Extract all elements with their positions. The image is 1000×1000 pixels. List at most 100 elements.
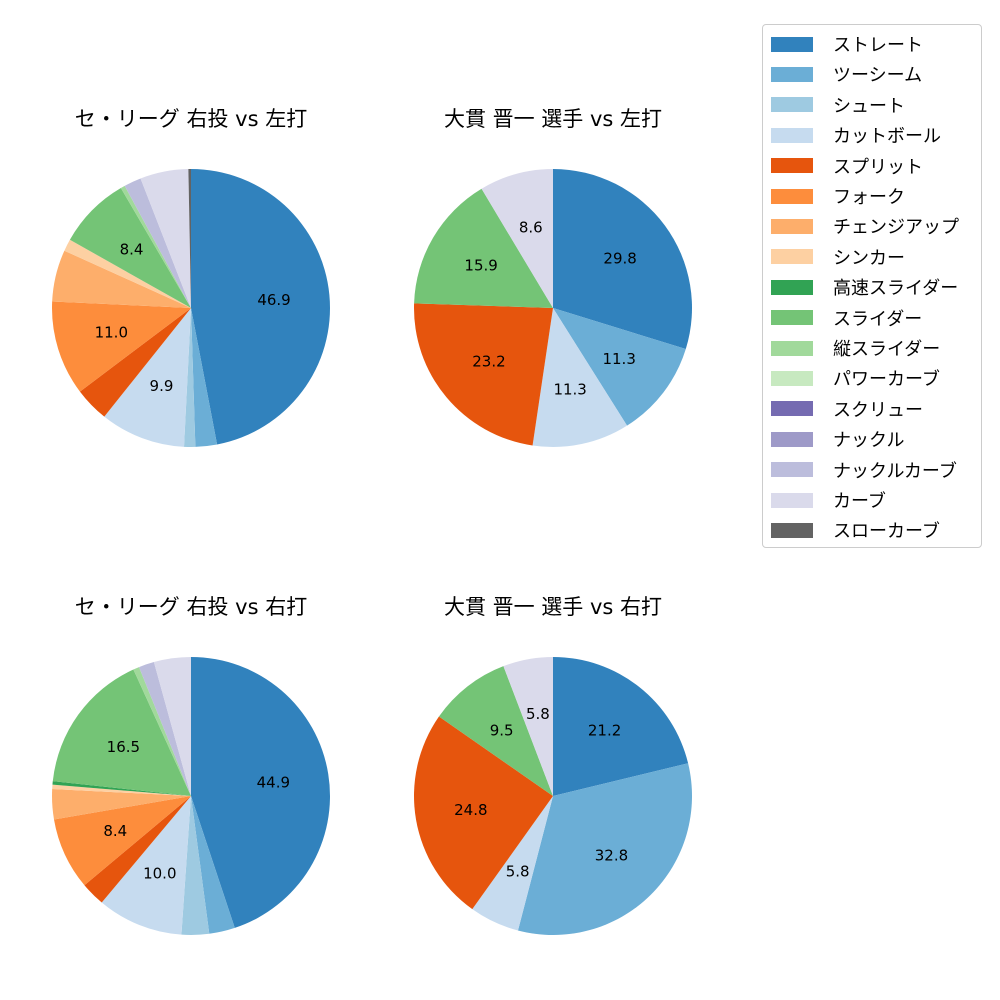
pie-slice — [188, 169, 191, 308]
slice-label: 10.0 — [143, 864, 176, 882]
pie-slice — [52, 784, 191, 796]
legend-item: ナックル — [771, 426, 904, 452]
pie-slice — [438, 666, 553, 796]
legend-swatch — [771, 127, 813, 143]
pie-slice — [472, 796, 553, 931]
legend-label: スライダー — [833, 308, 923, 330]
pie-slice — [53, 796, 192, 886]
legend-item: カットボール — [771, 122, 941, 148]
pie-slice — [191, 308, 218, 447]
pie-slice — [52, 789, 192, 820]
legend-swatch — [771, 310, 813, 326]
pie-slice — [553, 657, 689, 796]
pie-slice — [414, 303, 553, 446]
pie-slice — [133, 667, 191, 796]
slice-label: 9.5 — [490, 721, 514, 739]
legend-label: パワーカーブ — [833, 369, 940, 391]
pie-slice — [52, 250, 192, 308]
legend-swatch — [771, 36, 813, 52]
legend: ストレートツーシームシュートカットボール スプリットフォークチェンジアップシンカー… — [762, 24, 982, 548]
slice-label: 9.9 — [150, 377, 174, 395]
pie-slice — [414, 188, 553, 308]
slice-label: 24.8 — [454, 801, 487, 819]
pie-slice — [553, 308, 686, 426]
slice-label: 32.8 — [595, 846, 628, 864]
pie-slice — [101, 796, 191, 935]
slice-label: 8.6 — [519, 219, 543, 237]
legend-label: カットボール — [833, 126, 941, 148]
pie-slice — [517, 763, 692, 935]
pie-slice — [69, 187, 191, 308]
legend-swatch — [771, 492, 813, 508]
slice-label: 29.8 — [603, 249, 636, 267]
legend-label: スクリュー — [833, 399, 923, 421]
pie-slice — [52, 669, 191, 796]
legend-swatch — [771, 522, 813, 538]
legend-swatch — [771, 340, 813, 356]
slice-label: 5.8 — [506, 863, 530, 881]
pie-chart: 21.2 32.8 5.8 24.8 9.5 5.8 — [413, 657, 692, 935]
pie-panel-2: 大貫 晋一 選手 vs 左打 29.8 11.3 11.3 23.2 15.9 8.6 — [0, 0, 693, 447]
legend-swatch — [771, 462, 813, 478]
legend-label: カーブ — [833, 491, 886, 512]
pie-slice — [481, 169, 553, 308]
legend-swatch — [771, 401, 813, 417]
legend-item: シンカー — [771, 244, 905, 270]
legend-item: スライダー — [771, 305, 922, 331]
pie-slice — [124, 178, 191, 308]
legend-label: 縦スライダー — [833, 339, 941, 360]
legend-item: シュート — [771, 92, 905, 118]
legend-swatch — [771, 218, 813, 234]
slice-label: 44.9 — [257, 774, 290, 792]
legend-item: パワーカーブ — [771, 365, 940, 391]
legend-label: フォーク — [833, 187, 905, 208]
legend-swatch — [771, 370, 813, 386]
pie-slice — [532, 308, 628, 447]
pie-panel-3: セ・リーグ 右投 vs 右打 44.9 10.0 8.4 16.5 — [0, 0, 330, 935]
pie-slice — [139, 662, 191, 796]
pie-panel-4: 大貫 晋一 選手 vs 右打 21.2 32.8 5.8 24.8 9.5 5.8 — [0, 0, 692, 935]
pie-slice — [140, 169, 191, 308]
legend-item: スクリュー — [771, 396, 923, 422]
legend-item: ナックルカーブ — [771, 457, 957, 483]
pie-panel-1: セ・リーグ 右投 vs 左打 46.9 9.9 11.0 8.4 — [0, 0, 331, 447]
pie-chart: 44.9 10.0 8.4 16.5 — [52, 657, 330, 935]
slice-label: 8.4 — [120, 240, 144, 258]
legend-label: ツーシーム — [833, 65, 923, 87]
pie-slice — [79, 308, 191, 417]
legend-swatch — [771, 66, 813, 82]
slice-label: 23.2 — [472, 352, 505, 370]
legend-swatch — [771, 188, 813, 204]
legend-item: ストレート — [771, 31, 923, 57]
legend-label: スプリット — [833, 156, 923, 178]
legend-item: 高速スライダー — [771, 274, 958, 300]
legend-item: スローカーブ — [771, 517, 940, 543]
chart-title: セ・リーグ 右投 vs 左打 — [74, 107, 308, 131]
chart-title: セ・リーグ 右投 vs 右打 — [74, 595, 308, 619]
pie-slice — [191, 657, 330, 928]
legend-swatch — [771, 158, 813, 174]
slice-label: 16.5 — [107, 738, 140, 756]
pie-slice — [553, 169, 693, 350]
legend-item: スプリット — [771, 153, 923, 179]
pie-chart: 46.9 9.9 11.0 8.4 — [51, 169, 331, 447]
slice-label: 11.0 — [95, 324, 128, 342]
pie-chart: 29.8 11.3 11.3 23.2 15.9 8.6 — [414, 169, 693, 447]
legend-label: ナックル — [833, 430, 905, 452]
legend-swatch — [771, 431, 813, 447]
legend-item: チェンジアップ — [771, 213, 959, 239]
pie-slice — [120, 185, 191, 308]
slice-label: 5.8 — [526, 705, 550, 723]
slice-label: 15.9 — [464, 257, 497, 275]
pie-slice — [64, 239, 191, 308]
slice-label: 21.2 — [588, 721, 621, 739]
legend-label: ナックルカーブ — [833, 460, 957, 482]
legend-label: チェンジアップ — [833, 217, 959, 239]
slice-label: 46.9 — [257, 291, 290, 309]
chart-title: 大貫 晋一 選手 vs 右打 — [443, 595, 663, 619]
legend-label: ストレート — [833, 35, 923, 56]
legend-swatch — [771, 249, 813, 265]
legend-item: カーブ — [771, 487, 886, 513]
legend-item: 縦スライダー — [771, 335, 940, 361]
legend-swatch — [771, 97, 813, 113]
